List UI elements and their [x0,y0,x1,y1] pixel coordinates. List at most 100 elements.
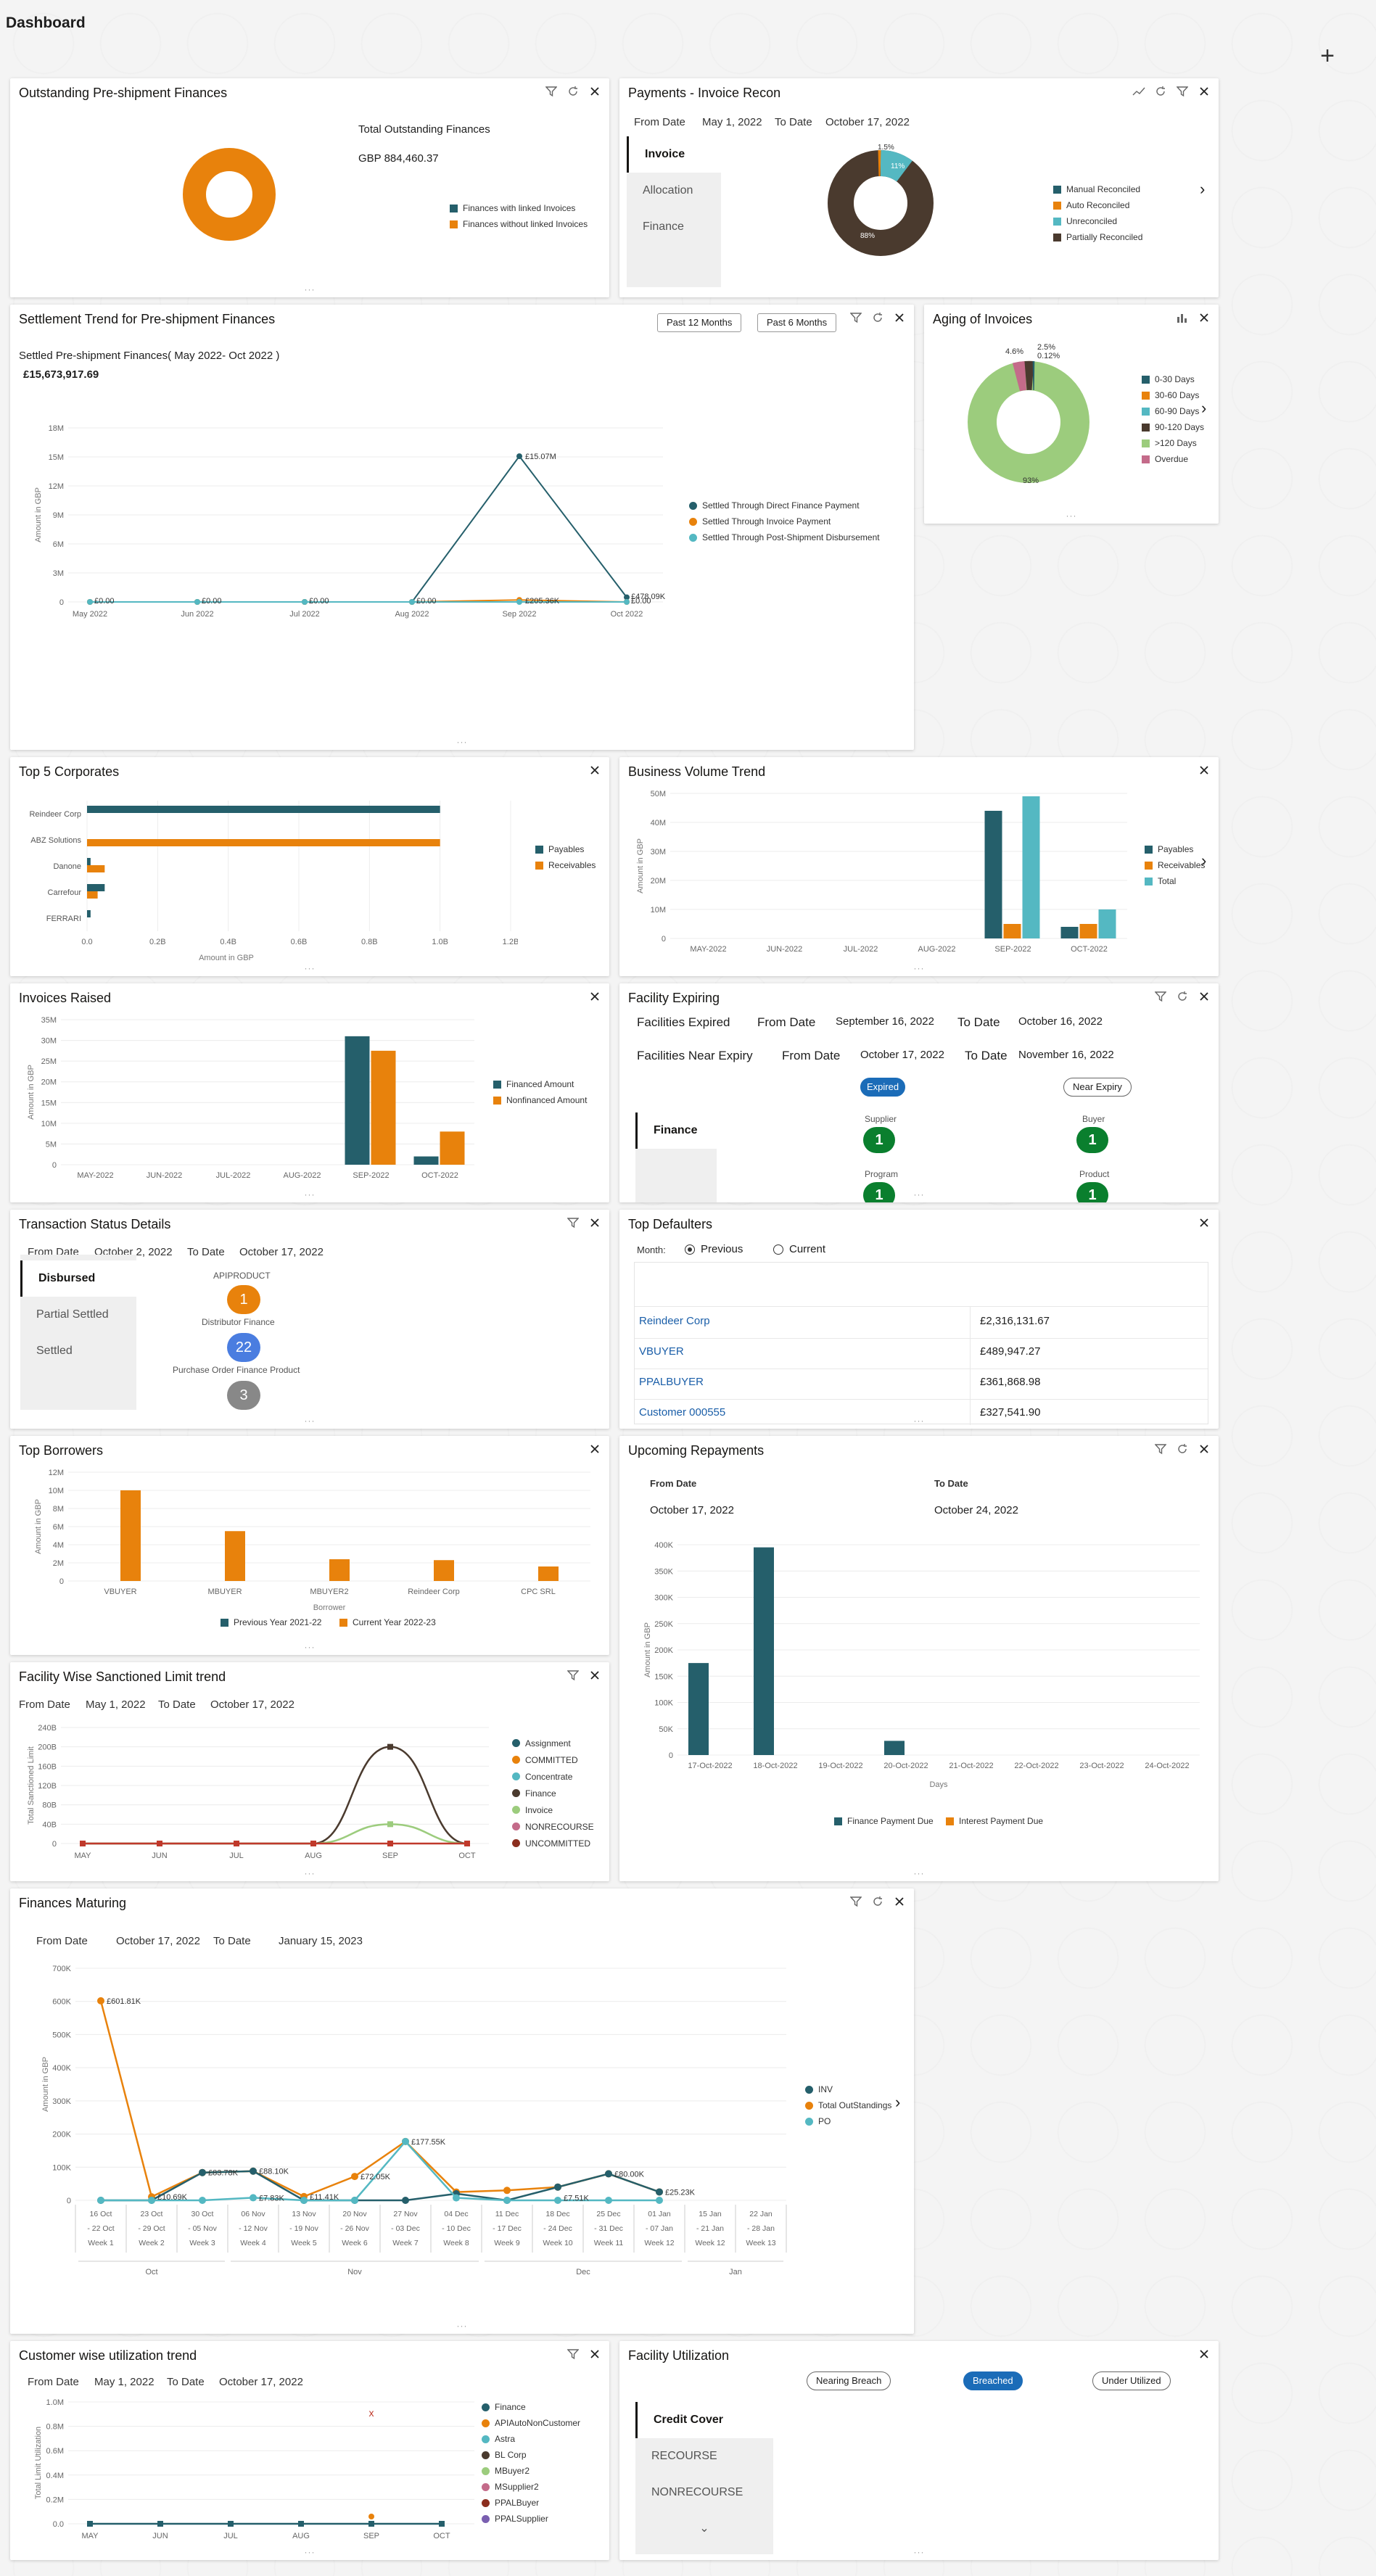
refresh-icon[interactable] [870,1894,885,1909]
nearing-breach-pill[interactable]: Nearing Breach [807,2371,891,2390]
resize-handle[interactable]: ··· [913,1868,925,1878]
resize-handle[interactable]: ··· [304,1642,316,1652]
past-12-months-button[interactable]: Past 12 Months [657,313,742,332]
resize-handle[interactable]: ··· [913,963,925,973]
y-tick-label: 400K [654,1541,673,1550]
expired-pill[interactable]: Expired [860,1078,906,1097]
legend-next-arrow[interactable]: › [1200,180,1206,198]
resize-handle[interactable]: ··· [304,2547,316,2557]
resize-handle[interactable]: ··· [304,284,316,294]
resize-handle[interactable]: ··· [304,963,316,973]
distributor-count-badge[interactable]: 22 [227,1333,260,1362]
close-icon[interactable] [588,1215,602,1230]
y-tick-label: Carrefour [48,888,82,897]
defaulter-name-link[interactable]: Customer 000555 [639,1406,726,1419]
resize-handle[interactable]: ··· [304,1416,316,1426]
resize-handle[interactable]: ··· [456,2321,468,2331]
tab-nonrecourse[interactable]: NONRECOURSE [651,2486,743,2498]
refresh-icon[interactable] [566,84,580,99]
filter-icon[interactable] [566,1215,580,1230]
close-icon[interactable] [1197,84,1211,99]
tab-finance[interactable]: Finance [643,220,684,233]
resize-handle[interactable]: ··· [456,737,468,747]
under-utilized-pill[interactable]: Under Utilized [1092,2371,1171,2390]
filter-icon[interactable] [544,84,559,99]
supplier-count-badge[interactable]: 1 [863,1127,895,1153]
chevron-down-icon[interactable]: ⌄ [699,2522,709,2535]
y-tick-label: 300K [52,2097,71,2106]
resize-handle[interactable]: ··· [913,2547,925,2557]
x-tick-label: - 21 Jan [696,2224,724,2233]
po-finance-count-badge[interactable]: 3 [227,1381,260,1410]
slice-label: 2.5% [1037,343,1055,352]
refresh-icon[interactable] [1175,1442,1190,1456]
filter-icon[interactable] [849,1894,863,1909]
resize-handle[interactable]: ··· [913,1416,925,1426]
data-point [605,2197,612,2204]
current-radio[interactable] [773,1244,783,1255]
x-tick-label: AUG [292,2532,310,2540]
defaulter-name-link[interactable]: Reindeer Corp [639,1315,710,1327]
product-count-badge[interactable]: 1 [1076,1182,1108,1202]
tab-recourse[interactable]: RECOURSE [651,2450,717,2462]
resize-handle[interactable]: ··· [913,1189,925,1200]
filter-icon[interactable] [1175,84,1190,99]
tab-credit-cover[interactable]: Credit Cover [635,2402,773,2438]
legend-next-arrow[interactable]: › [1201,399,1207,417]
past-6-months-button[interactable]: Past 6 Months [757,313,837,332]
add-widget-button[interactable]: + [1320,42,1335,70]
resize-handle[interactable]: ··· [1066,511,1077,521]
bar [120,1490,141,1581]
buyer-count-badge[interactable]: 1 [1076,1127,1108,1153]
previous-radio[interactable] [685,1244,695,1255]
filter-icon[interactable] [1153,1442,1168,1456]
close-icon[interactable] [588,84,602,99]
bar-chart-icon[interactable] [1175,310,1190,325]
close-icon[interactable] [588,989,602,1004]
tab-allocation[interactable]: Allocation [643,184,693,197]
close-icon[interactable] [892,1894,907,1909]
filter-icon[interactable] [566,2347,580,2361]
refresh-icon[interactable] [1153,84,1168,99]
x-tick-label: Aug 2022 [395,610,429,619]
apiproduct-count-badge[interactable]: 1 [227,1285,260,1314]
legend-next-arrow[interactable]: › [895,2093,901,2111]
data-point [503,2197,511,2204]
tab-invoice[interactable]: Invoice [627,136,721,173]
resize-handle[interactable]: ··· [304,1868,316,1878]
x-tick-label: Oct 2022 [611,610,643,619]
program-count-badge[interactable]: 1 [863,1182,895,1202]
trend-icon[interactable] [1132,84,1146,99]
close-icon[interactable] [1197,989,1211,1004]
close-icon[interactable] [588,1668,602,1683]
close-icon[interactable] [1197,1215,1211,1230]
tab-partial-settled[interactable]: Partial Settled [36,1308,109,1321]
resize-handle[interactable]: ··· [304,1189,316,1200]
x-tick-label: 17-Oct-2022 [688,1762,732,1770]
from-label: From Date [28,2376,79,2388]
close-icon[interactable] [1197,310,1211,325]
close-icon[interactable] [588,763,602,777]
defaulter-name-link[interactable]: PPALBUYER [639,1376,704,1388]
defaulter-name-link[interactable]: VBUYER [639,1345,684,1358]
legend-next-arrow[interactable]: › [1201,851,1207,870]
from-label: From Date [634,116,685,128]
month-label: Jan [729,2268,742,2276]
filter-icon[interactable] [566,1668,580,1683]
tab-settled[interactable]: Settled [36,1345,73,1357]
close-icon[interactable] [588,2347,602,2361]
breached-pill[interactable]: Breached [963,2371,1023,2390]
close-icon[interactable] [1197,1442,1211,1456]
near-expiry-pill[interactable]: Near Expiry [1063,1078,1132,1097]
close-icon[interactable] [588,1442,602,1456]
filter-icon[interactable] [1153,989,1168,1004]
filter-icon[interactable] [849,310,863,325]
tab-disbursed[interactable]: Disbursed [20,1260,136,1297]
close-icon[interactable] [1197,2347,1211,2361]
refresh-icon[interactable] [1175,989,1190,1004]
close-icon[interactable] [1197,763,1211,777]
refresh-icon[interactable] [870,310,885,325]
tab-finance[interactable]: Finance [635,1112,717,1149]
data-point [624,594,630,600]
close-icon[interactable] [892,310,907,325]
